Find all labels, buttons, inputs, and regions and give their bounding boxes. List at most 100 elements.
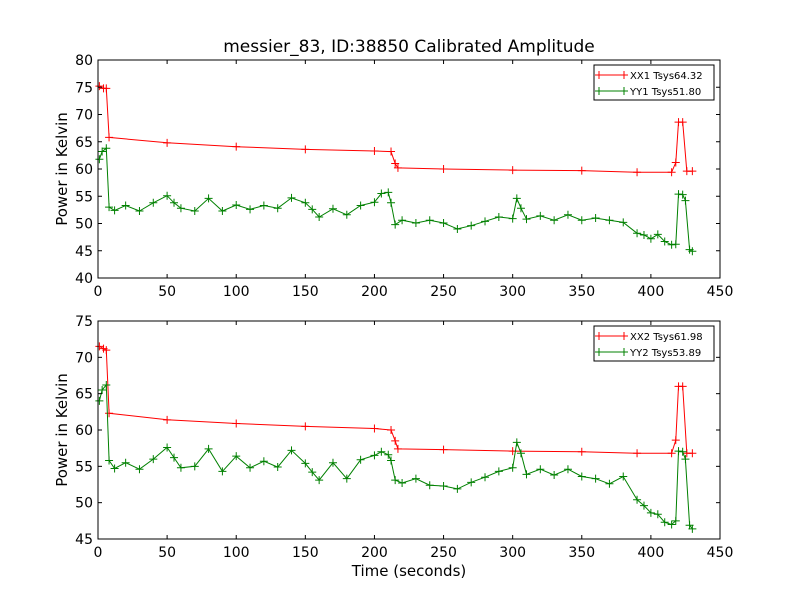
- data-point: [646, 234, 655, 243]
- data-point: [577, 166, 586, 175]
- data-point: [273, 204, 282, 213]
- data-point: [356, 201, 365, 210]
- data-point: [259, 457, 268, 466]
- x-axis-label: Time (seconds): [351, 562, 467, 580]
- data-point: [98, 386, 107, 395]
- data-point: [391, 220, 400, 229]
- data-point: [481, 473, 490, 482]
- data-point: [646, 508, 655, 517]
- data-point: [384, 188, 393, 197]
- y-tick-label: 65: [75, 135, 93, 151]
- y-tick-label: 45: [75, 244, 93, 260]
- y-tick-label: 55: [75, 189, 93, 205]
- legend-marker: [620, 71, 628, 79]
- legend-label: YY1 Tsys51.80: [629, 87, 701, 98]
- data-point: [688, 524, 697, 533]
- data-point: [667, 240, 676, 249]
- data-point: [678, 447, 687, 456]
- data-point: [370, 198, 379, 207]
- legend-marker: [620, 348, 628, 356]
- data-point: [273, 463, 282, 472]
- y-tick-label: 70: [75, 108, 93, 124]
- data-point: [370, 451, 379, 460]
- x-tick-label: 400: [638, 284, 665, 300]
- data-point: [639, 501, 648, 510]
- y-tick-label: 55: [75, 459, 93, 475]
- data-point: [536, 211, 545, 220]
- data-point: [633, 495, 642, 504]
- data-point: [425, 216, 434, 225]
- data-point: [102, 380, 111, 389]
- data-point: [605, 216, 614, 225]
- data-point: [232, 452, 241, 461]
- data-point: [105, 456, 114, 465]
- data-point: [453, 224, 462, 233]
- y-tick-label: 80: [75, 53, 93, 69]
- data-point: [176, 463, 185, 472]
- data-point: [110, 464, 119, 473]
- data-point: [653, 510, 662, 519]
- data-point: [667, 520, 676, 529]
- data-point: [105, 409, 114, 418]
- data-point: [301, 422, 310, 431]
- data-point: [387, 456, 396, 465]
- legend: XX2 Tsys61.98 YY2 Tsys53.89: [593, 325, 715, 362]
- legend-marker: [595, 71, 603, 79]
- x-tick-label: 450: [707, 545, 734, 561]
- data-point: [550, 216, 559, 225]
- data-point: [387, 426, 396, 434]
- data-point: [387, 198, 396, 207]
- data-point: [681, 455, 690, 464]
- data-point: [259, 201, 268, 210]
- data-point: [591, 474, 600, 483]
- data-point: [384, 450, 393, 459]
- x-tick-label: 400: [638, 545, 665, 561]
- data-point: [121, 458, 130, 467]
- y-tick-label: 75: [75, 314, 93, 330]
- series-1: [95, 342, 697, 458]
- data-point: [550, 471, 559, 480]
- data-point: [342, 210, 351, 219]
- data-point: [522, 215, 531, 224]
- data-point: [425, 481, 434, 490]
- data-point: [391, 436, 400, 445]
- data-point: [605, 479, 614, 488]
- data-point: [135, 206, 144, 215]
- data-point: [516, 204, 525, 213]
- data-point: [356, 455, 365, 464]
- y-tick-label: 50: [75, 217, 93, 233]
- y-axis-label: Power in Kelvin: [53, 112, 71, 226]
- y-tick-label: 70: [75, 350, 93, 366]
- x-tick-label: 50: [158, 545, 176, 561]
- data-point: [439, 481, 448, 490]
- data-point: [411, 218, 420, 227]
- data-point: [563, 210, 572, 219]
- legend-marker: [595, 87, 603, 95]
- y-tick-label: 40: [75, 271, 93, 287]
- data-point: [439, 165, 448, 173]
- x-tick-label: 100: [223, 284, 250, 300]
- data-point: [246, 463, 255, 472]
- data-point: [674, 190, 683, 199]
- data-point: [102, 84, 111, 93]
- data-point: [467, 221, 476, 230]
- legend-marker: [620, 332, 628, 340]
- data-point: [660, 237, 669, 246]
- data-point: [512, 194, 521, 203]
- legend-marker: [595, 332, 603, 340]
- x-tick-label: 150: [292, 545, 319, 561]
- data-point: [688, 247, 697, 256]
- data-point: [342, 474, 351, 483]
- data-point: [439, 445, 448, 454]
- legend-box: [593, 64, 715, 101]
- y-tick-label: 75: [75, 80, 93, 96]
- data-point: [639, 230, 648, 239]
- data-point: [95, 396, 104, 405]
- y-tick-label: 45: [75, 532, 93, 548]
- data-point: [678, 382, 687, 391]
- data-point: [232, 142, 241, 151]
- data-point: [95, 82, 104, 91]
- data-point: [667, 449, 676, 458]
- x-tick-label: 250: [430, 545, 457, 561]
